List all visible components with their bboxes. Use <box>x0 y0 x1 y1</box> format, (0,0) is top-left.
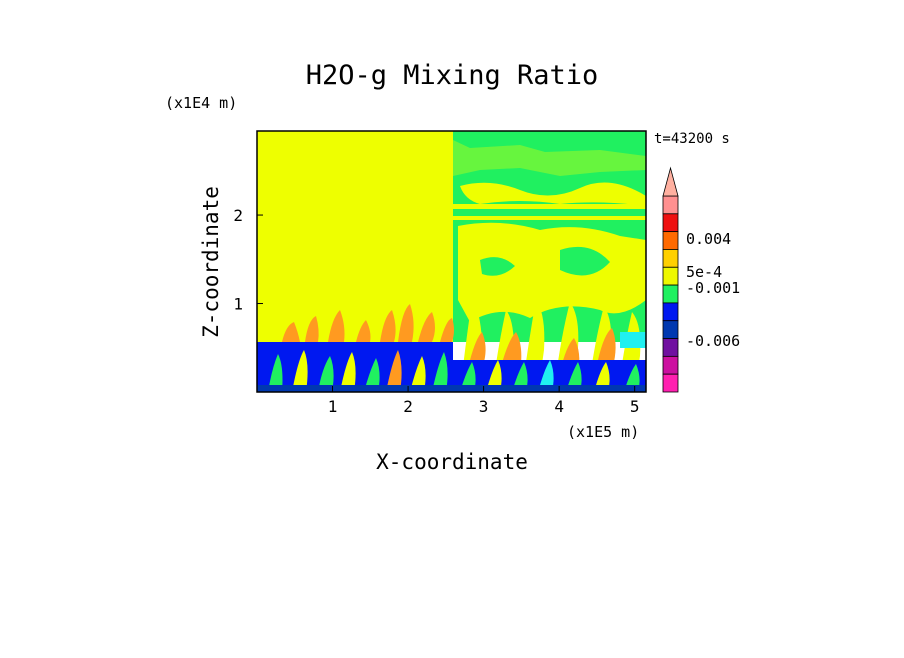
orange-plumes <box>282 304 454 342</box>
colorbar-label-1: 5e-4 <box>686 263 722 281</box>
x-units-label: (x1E5 m) <box>567 423 639 441</box>
y-tick-label: 1 <box>233 295 243 314</box>
boundary-eddies <box>268 350 640 392</box>
colorbar-swatch <box>662 213 679 233</box>
colorbar-swatch <box>662 195 679 215</box>
contour-field <box>257 131 646 392</box>
plot-frame <box>256 130 647 393</box>
colorbar-swatch <box>662 284 679 304</box>
x-tick-label: 5 <box>630 397 640 416</box>
y-tick-label: 2 <box>233 206 243 225</box>
colorbar-label-2: -0.001 <box>686 279 740 297</box>
time-label: t=43200 s <box>654 131 730 147</box>
colorbar-swatch <box>662 373 679 393</box>
horizontal-bands <box>453 204 646 220</box>
x-tick-label: 2 <box>403 397 413 416</box>
region-left-upper <box>257 131 453 342</box>
chart-title: H2O-g Mixing Ratio <box>306 60 599 91</box>
y-ticks: 12 <box>233 206 263 314</box>
y-axis-label: Z-coordinate <box>199 186 223 338</box>
colorbar-label-3: -0.006 <box>686 332 740 350</box>
colorbar-swatch <box>662 249 679 268</box>
colorbar-swatch <box>662 302 679 322</box>
x-ticks: 1 2 3 4 5 <box>328 386 640 416</box>
colorbar <box>662 166 679 393</box>
x-tick-label: 4 <box>554 397 564 416</box>
x-tick-label: 3 <box>479 397 489 416</box>
x-tick-label: 1 <box>328 397 338 416</box>
y-units-label: (x1E4 m) <box>165 94 237 112</box>
colorbar-extend-arrow <box>662 166 679 197</box>
colorbar-swatch <box>662 266 679 286</box>
colorbar-swatch <box>662 338 679 357</box>
right-yellow-patches <box>453 140 646 322</box>
colorbar-swatch <box>662 231 679 250</box>
colorbar-label-0: 0.004 <box>686 230 731 248</box>
colorbar-swatch <box>662 320 679 339</box>
colorbar-swatch <box>662 355 679 375</box>
colorbar-labels: 0.004 5e-4 -0.001 -0.006 <box>686 230 740 350</box>
x-axis-label: X-coordinate <box>376 450 528 474</box>
